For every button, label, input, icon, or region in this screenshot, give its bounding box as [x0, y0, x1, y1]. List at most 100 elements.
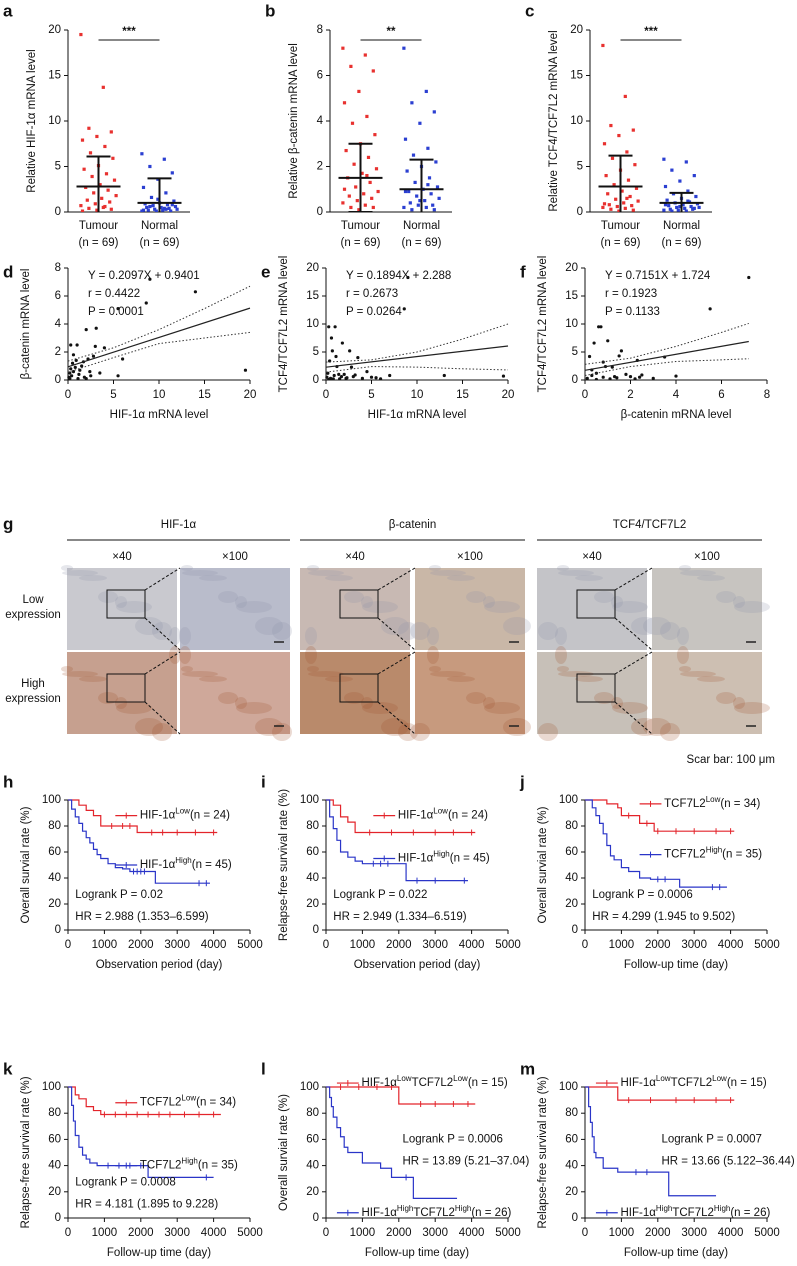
x-axis-label: Follow-up time (day) — [624, 1247, 728, 1259]
point — [360, 376, 364, 380]
dot — [678, 179, 682, 183]
point — [608, 377, 612, 380]
point — [356, 356, 360, 360]
dot — [165, 203, 170, 207]
y-tick-label: 0 — [55, 924, 61, 936]
dot — [344, 148, 348, 153]
micrograph-texture — [218, 692, 238, 704]
dot — [686, 199, 690, 203]
dot — [665, 198, 669, 202]
y-tick-label: 40 — [48, 872, 61, 884]
dot — [668, 207, 672, 211]
point — [597, 325, 601, 329]
dot — [602, 202, 607, 206]
micrograph-texture — [362, 601, 398, 613]
y-tick-label: 5 — [577, 161, 583, 173]
point — [93, 344, 97, 348]
dot — [82, 167, 86, 171]
point — [98, 371, 102, 375]
dot — [684, 160, 688, 164]
dot — [363, 203, 367, 207]
micrograph-texture — [677, 646, 689, 664]
plot-area — [67, 277, 251, 380]
legend-label: HIF-1αLow(n = 24) — [140, 806, 230, 821]
point — [594, 377, 598, 380]
dot — [626, 178, 631, 182]
legend-label: TCF7L2Low(n = 34) — [664, 795, 760, 810]
column-header: TCF4/TCF7L2 — [613, 519, 687, 531]
dot — [95, 134, 99, 139]
legend-label-part: HIF-1α — [140, 810, 176, 822]
annotation: HR = 4.181 (1.895 to 9.228) — [75, 1199, 218, 1211]
category-sublabel: (n = 69) — [601, 237, 641, 249]
dot — [101, 205, 105, 210]
micrograph-texture — [98, 692, 118, 704]
dot — [148, 204, 152, 209]
x-axis-label: Observation period (day) — [354, 959, 481, 971]
dot — [366, 155, 371, 159]
fit-line — [325, 345, 509, 368]
x-tick-label: 2000 — [645, 1227, 671, 1239]
point — [89, 374, 93, 378]
dot — [95, 208, 99, 212]
micrograph-texture — [483, 596, 495, 608]
micrograph-texture — [430, 570, 466, 576]
survival-curve — [585, 1086, 717, 1197]
point — [585, 376, 589, 380]
dot — [88, 151, 93, 155]
x-axis-label: Follow-up time (day) — [107, 1247, 211, 1259]
legend-label-part: High — [714, 1203, 730, 1212]
plot-area — [76, 32, 182, 212]
dot — [370, 196, 374, 200]
micrograph-texture — [427, 627, 439, 645]
point — [338, 377, 342, 380]
y-tick-label: 60 — [565, 1133, 578, 1145]
micrograph-texture — [179, 646, 191, 664]
dot — [692, 206, 696, 210]
point — [148, 277, 152, 281]
annotation: P = 0.0001 — [88, 306, 144, 318]
dot — [407, 189, 411, 194]
dot — [357, 89, 361, 94]
y-tick-label: 0 — [577, 206, 583, 218]
y-tick-label: 5 — [572, 346, 578, 358]
dot — [662, 157, 666, 161]
survival-curve — [68, 799, 218, 834]
dot — [162, 206, 166, 210]
point — [369, 375, 374, 379]
point — [84, 328, 88, 332]
annotation: Logrank P = 0.02 — [75, 889, 163, 901]
micrograph-texture — [62, 671, 98, 677]
dot — [349, 205, 353, 210]
dot — [424, 205, 428, 210]
x-tick-label: 0 — [323, 939, 329, 951]
point — [331, 377, 335, 380]
micrograph-texture — [575, 575, 603, 581]
dot — [625, 150, 629, 154]
point — [617, 354, 621, 358]
legend-label: TCF7L2Low(n = 34) — [140, 1093, 236, 1108]
dot — [607, 203, 611, 207]
y-axis-label: TCF4/TCF7L2 mRNA level — [537, 256, 549, 393]
dot — [85, 198, 89, 202]
micrograph-texture — [182, 570, 218, 576]
dot — [403, 189, 408, 194]
legend-label-part: (n = 34) — [720, 798, 760, 810]
micrograph-texture — [361, 596, 373, 608]
legend-label-part: TCF7L2 — [672, 1207, 714, 1219]
x-axis-label: Follow-up time (day) — [365, 1247, 469, 1259]
y-axis-label: TCF4/TCF7L2 mRNA level — [278, 256, 290, 393]
dot — [683, 206, 687, 210]
micrograph-texture — [236, 702, 272, 714]
y-tick-label: 20 — [48, 898, 61, 910]
y-axis-label: Relapse-free survival rate (%) — [537, 1076, 549, 1228]
dot — [362, 192, 366, 196]
zoom-box — [106, 589, 146, 619]
legend-label-part: TCF7L2 — [671, 1077, 713, 1089]
x-tick-label: 3000 — [164, 939, 190, 951]
dot — [170, 171, 174, 175]
category-label: Normal — [663, 220, 700, 232]
micrograph-texture — [116, 702, 152, 714]
dot — [402, 46, 406, 50]
annotation: r = 0.1923 — [605, 288, 657, 300]
